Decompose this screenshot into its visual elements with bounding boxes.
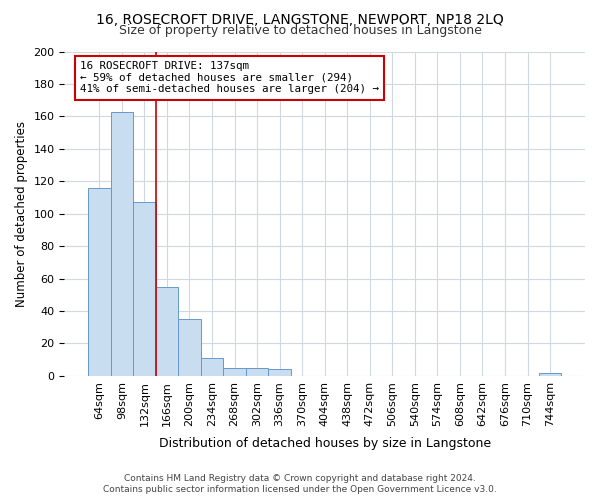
X-axis label: Distribution of detached houses by size in Langstone: Distribution of detached houses by size … [158,437,491,450]
Bar [268,370,291,376]
Bar [246,368,268,376]
Text: 16 ROSECROFT DRIVE: 137sqm
← 59% of detached houses are smaller (294)
41% of sem: 16 ROSECROFT DRIVE: 137sqm ← 59% of deta… [80,61,379,94]
Bar [539,372,562,376]
Bar [133,202,155,376]
Bar [155,286,178,376]
Bar [223,368,246,376]
Text: Contains HM Land Registry data © Crown copyright and database right 2024.
Contai: Contains HM Land Registry data © Crown c… [103,474,497,494]
Bar [110,112,133,376]
Text: 16, ROSECROFT DRIVE, LANGSTONE, NEWPORT, NP18 2LQ: 16, ROSECROFT DRIVE, LANGSTONE, NEWPORT,… [96,12,504,26]
Bar [201,358,223,376]
Text: Size of property relative to detached houses in Langstone: Size of property relative to detached ho… [119,24,481,37]
Y-axis label: Number of detached properties: Number of detached properties [15,120,28,306]
Bar [178,319,201,376]
Bar [88,188,110,376]
